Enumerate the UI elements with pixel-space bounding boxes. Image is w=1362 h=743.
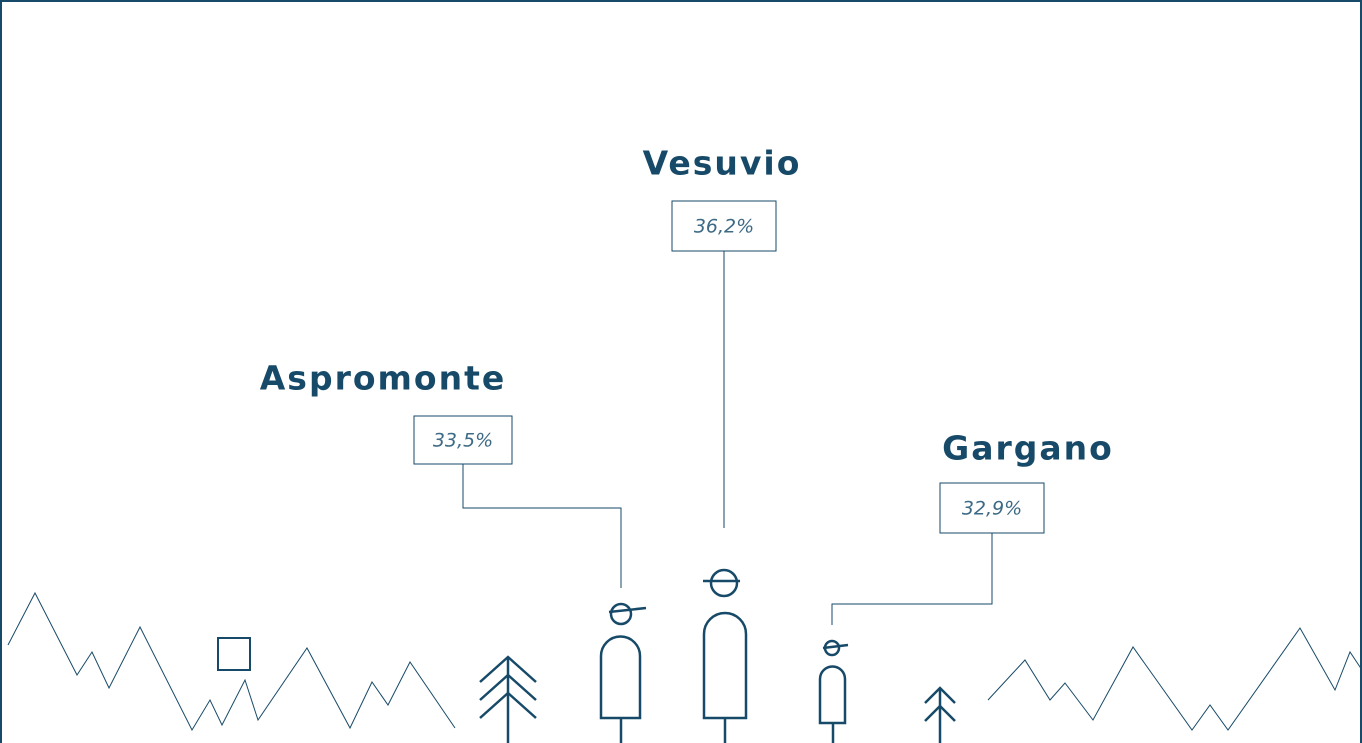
label-title: Aspromonte [260,359,506,398]
square-icon [217,637,251,671]
value-label: 36,2% [694,216,754,238]
value-label: 32,9% [962,498,1022,520]
mountains [987,627,1362,731]
mountains [7,591,456,732]
label-title: Vesuvio [643,144,802,183]
figure [702,568,748,743]
connector [462,464,622,588]
label-title: Gargano [942,429,1114,468]
value-label: 33,5% [433,430,493,452]
figure [818,639,849,743]
connector [831,533,993,625]
figure [599,602,647,743]
tree [924,686,956,743]
tree [479,655,537,743]
